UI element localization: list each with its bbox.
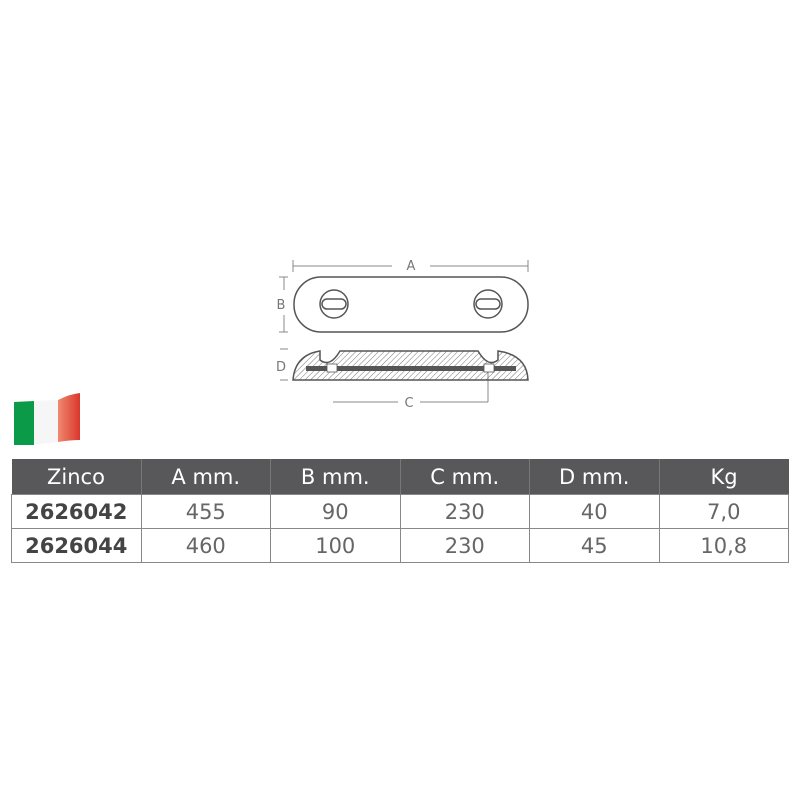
cell: 230 — [399, 494, 530, 529]
cell: 455 — [140, 494, 271, 529]
cell: 230 — [399, 528, 530, 563]
side-view — [292, 350, 529, 381]
cell: 45 — [529, 528, 660, 563]
cell: 90 — [270, 494, 401, 529]
table-row: 2626042 455 90 230 40 7,0 — [11, 494, 789, 529]
cell: 40 — [529, 494, 660, 529]
dimension-label-b: B — [277, 298, 286, 313]
column-header: Kg — [658, 459, 789, 495]
dimension-label-c: C — [404, 396, 413, 411]
cell: 100 — [270, 528, 401, 563]
dimension-label-a: A — [407, 259, 416, 274]
column-header: C mm. — [399, 459, 530, 495]
dimension-label-d: D — [276, 360, 286, 375]
cell: 7,0 — [658, 494, 789, 529]
table-header-row: Zinco A mm. B mm. C mm. D mm. Kg — [11, 459, 789, 495]
italy-flag-icon — [14, 393, 80, 445]
column-header: Zinco — [11, 459, 141, 495]
cell: 10,8 — [658, 528, 789, 563]
product-table: Zinco A mm. B mm. C mm. D mm. Kg 2626042… — [11, 459, 789, 563]
column-header: B mm. — [270, 459, 400, 495]
product-code: 2626044 — [11, 528, 142, 563]
column-header: D mm. — [529, 459, 659, 495]
column-header: A mm. — [140, 459, 271, 495]
technical-drawing: A B D C — [276, 259, 529, 411]
product-code: 2626042 — [11, 494, 142, 529]
top-view — [293, 276, 529, 333]
table-row: 2626044 460 100 230 45 10,8 — [11, 528, 789, 563]
cell: 460 — [140, 528, 271, 563]
dimension-lines — [279, 260, 529, 403]
